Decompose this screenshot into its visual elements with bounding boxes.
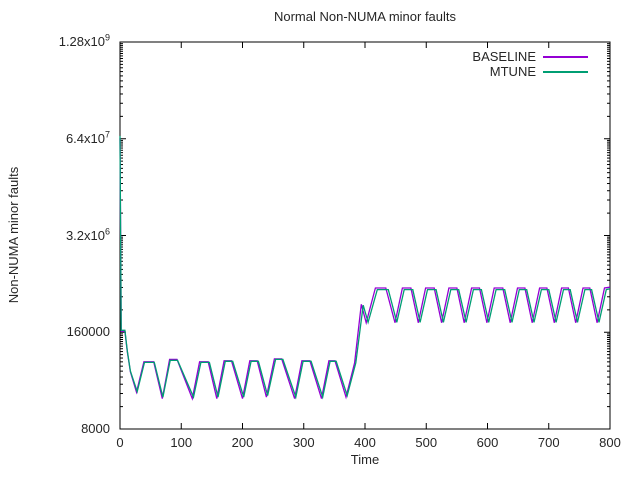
- y-tick-label: 6.4x107: [65, 129, 110, 146]
- x-tick-label: 600: [476, 435, 499, 450]
- y-tick-label: 1.28x109: [58, 32, 110, 49]
- x-tick-label: 500: [415, 435, 438, 450]
- legend-swatch-baseline: [543, 56, 588, 58]
- legend-swatch-mtune: [543, 71, 588, 73]
- x-tick-label: 300: [292, 435, 315, 450]
- x-tick-label: 700: [537, 435, 560, 450]
- y-tick-label: 160000: [66, 324, 110, 340]
- x-tick-label: 800: [599, 435, 621, 450]
- legend-label-baseline: BASELINE: [472, 49, 536, 64]
- legend-label-mtune: MTUNE: [489, 64, 536, 79]
- x-tick-label: 100: [170, 435, 193, 450]
- y-tick-label: 3.2x106: [65, 226, 110, 243]
- x-tick-label: 400: [354, 435, 376, 450]
- chart-title: Normal Non-NUMA minor faults: [273, 9, 457, 24]
- x-tick-label: 0: [116, 435, 124, 450]
- y-tick-label: 8000: [81, 421, 110, 436]
- x-axis-label: Time: [350, 452, 380, 467]
- x-tick-label: 200: [231, 435, 254, 450]
